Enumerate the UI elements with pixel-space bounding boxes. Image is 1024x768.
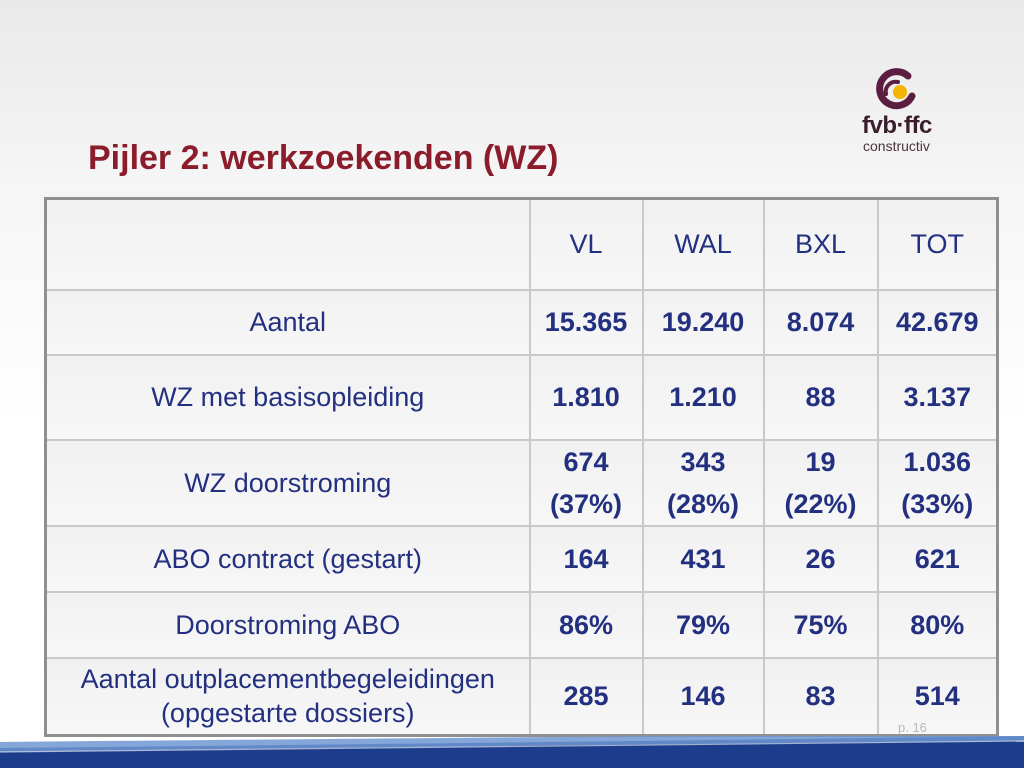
value-cell: 1.810 [528,353,644,441]
table-row: WZ doorstroming 674 (37%) 343 (28%) 19 (… [44,438,999,527]
value-cell: 83 [762,656,879,737]
value-share: (33%) [901,488,974,519]
value-cell: 1.210 [641,353,765,441]
table-row: WZ met basisopleiding 1.810 1.210 88 3.1… [44,353,999,441]
header-cell-empty [44,197,531,291]
page-number: p. 16 [898,720,927,735]
table-header-row: VL WAL BXL TOT [44,197,999,291]
data-table: VL WAL BXL TOT Aantal 15.365 19.240 8.07… [44,197,999,737]
row-label-line: (opgestarte dossiers) [160,698,415,729]
value-count: 19 [805,446,836,477]
value-cell: 79% [641,590,765,659]
row-label-wz-basisopleiding: WZ met basisopleiding [44,353,531,441]
row-label-wz-doorstroming: WZ doorstroming [44,438,531,527]
table-row: Aantal outplacementbegeleidingen (opgest… [44,656,999,737]
row-label-aantal: Aantal [44,288,531,356]
value-count: 343 [680,446,726,477]
swirl-logo-icon [876,68,916,110]
logo-brand-text: fvb·ffc [862,112,932,139]
row-label-doorstroming-abo: Doorstroming ABO [44,590,531,659]
value-cell: 146 [641,656,765,737]
row-label-abo-contract: ABO contract (gestart) [44,524,531,593]
value-cell: 8.074 [762,288,879,356]
logo-tagline-text: constructiv [863,138,930,154]
value-cell: 674 (37%) [528,438,644,527]
value-cell: 621 [876,524,999,593]
table-row: ABO contract (gestart) 164 431 26 621 [44,524,999,593]
header-cell-bxl: BXL [762,197,879,291]
value-cell: 75% [762,590,879,659]
value-cell: 343 (28%) [641,438,765,527]
slide-title: Pijler 2: werkzoekenden (WZ) [88,139,559,177]
value-share: (28%) [666,488,740,519]
header-cell-tot: TOT [876,197,999,291]
value-cell: 1.036 (33%) [876,438,999,527]
value-cell: 164 [528,524,644,593]
value-cell: 19 (22%) [762,438,879,527]
company-logo: fvb·ffc constructiv [858,64,942,154]
header-cell-vl: VL [528,197,644,291]
bottom-wave-decoration [0,736,1024,768]
value-cell: 3.137 [876,353,999,441]
value-cell: 431 [641,524,765,593]
value-cell: 88 [762,353,879,441]
value-cell: 285 [528,656,644,737]
row-label-line: Aantal outplacementbegeleidingen [80,664,495,695]
value-share: (37%) [549,488,623,519]
value-count: 674 [563,446,609,477]
value-cell: 80% [876,590,999,659]
table-row: Aantal 15.365 19.240 8.074 42.679 [44,288,999,356]
row-label-outplacement: Aantal outplacementbegeleidingen (opgest… [44,656,531,737]
value-cell: 514 [876,656,999,737]
table-row: Doorstroming ABO 86% 79% 75% 80% [44,590,999,659]
value-cell: 19.240 [641,288,765,356]
value-cell: 26 [762,524,879,593]
value-cell: 86% [528,590,644,659]
header-cell-wal: WAL [641,197,765,291]
value-count: 1.036 [903,446,972,477]
value-share: (22%) [784,488,857,519]
value-cell: 15.365 [528,288,644,356]
value-cell: 42.679 [876,288,999,356]
